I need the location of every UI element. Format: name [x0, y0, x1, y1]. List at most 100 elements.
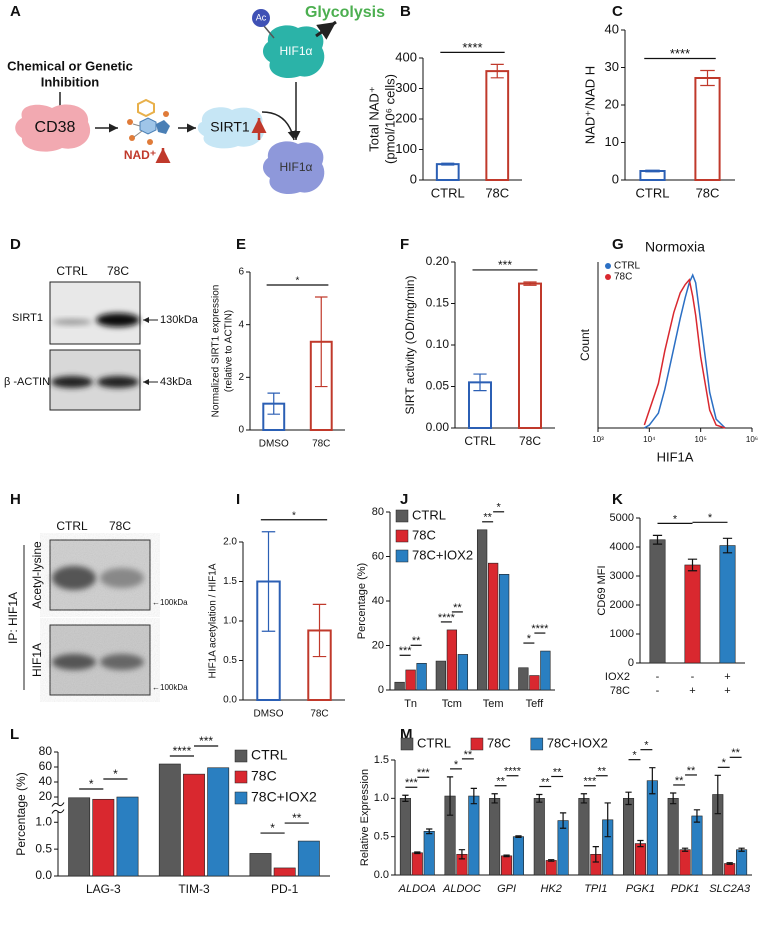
y-tick-label: 40 [372, 595, 384, 607]
x-tick-label: 78C [485, 185, 509, 200]
significance-label: ** [731, 747, 740, 759]
x-tick-label: SLC2A3 [709, 883, 751, 895]
y-axis-label: NAD⁺/NAD H [582, 66, 597, 144]
row-mark: - [691, 671, 695, 683]
y-tick-label: 0.5 [35, 841, 52, 855]
significance-label: **** [670, 46, 690, 61]
x-tick-label: LAG-3 [86, 882, 121, 896]
legend-label: CTRL [251, 747, 288, 763]
line-series [643, 273, 726, 429]
blot-band [100, 654, 144, 670]
hif1a-shape [263, 141, 325, 195]
error-bar [473, 373, 487, 392]
y-tick-label: 20 [372, 639, 384, 651]
bar [533, 798, 545, 876]
legend-label: 78C+IOX2 [251, 789, 317, 805]
significance-label: **** [462, 40, 482, 55]
bar [68, 797, 91, 877]
bar [518, 282, 542, 429]
row-mark: + [689, 685, 695, 697]
lane-label: CTRL [56, 519, 88, 533]
legend-swatch [234, 791, 248, 805]
legend-swatch [395, 549, 409, 563]
bar [646, 780, 658, 876]
y-tick-label: 40 [605, 21, 619, 36]
significance-label: * [708, 512, 713, 524]
x-tick-label: CTRL [636, 185, 670, 200]
x-tick-label: 78C [696, 185, 720, 200]
y-tick-label: 200 [395, 110, 417, 125]
blot-d: D CTRL 78C SIRT1 130kDa β -ACTIN 43kDa [4, 236, 199, 411]
bar [207, 767, 230, 877]
legend-label: 78C [614, 272, 632, 283]
error-bar [604, 802, 611, 838]
chart-title: Normoxia [645, 239, 705, 255]
y-tick-label: 5000 [610, 512, 634, 524]
significance-label: ** [675, 775, 684, 787]
y-axis-label: Count [578, 328, 592, 361]
bar [684, 564, 701, 664]
y-tick-label: 1.0 [35, 814, 52, 828]
error-bar [458, 849, 466, 860]
row-label: 78C [610, 685, 630, 697]
bar [435, 163, 460, 181]
blot-band [100, 568, 144, 588]
x-tick-label: DMSO [259, 439, 289, 450]
y-tick-label: 300 [395, 80, 417, 95]
y-tick-label: 6 [238, 267, 244, 278]
legend-label: CTRL [417, 735, 451, 750]
sirt1-shape [197, 107, 265, 149]
y-tick-label: 0 [410, 171, 417, 186]
y-tick-label: 0.5 [223, 655, 237, 666]
error-bar [446, 776, 454, 816]
y-tick-label: 20 [39, 789, 53, 803]
band-label: β -ACTIN [4, 376, 50, 388]
y-tick-label: 1.5 [223, 576, 237, 587]
panel-label: H [10, 491, 21, 508]
panel-label: A [10, 3, 21, 20]
diagram-text: Ac [256, 12, 267, 22]
x-tick-label: ALDOA [398, 883, 436, 895]
bar [158, 763, 181, 877]
panel-label: G [612, 236, 624, 253]
x-tick-label: TPI1 [584, 883, 607, 895]
ac-link [263, 25, 275, 39]
lane-label: 78C [109, 519, 131, 533]
y-tick-label: 100 [395, 141, 417, 156]
error-bar [645, 169, 660, 173]
diagram-text: NAD⁺ [124, 148, 156, 162]
legend-swatch [530, 737, 544, 751]
y-tick-label: 2 [238, 372, 244, 383]
panel-label: J [400, 491, 408, 508]
x-tick-label: Tn [404, 698, 417, 710]
y-tick-label: 0.15 [426, 296, 450, 310]
bar [92, 798, 115, 877]
x-tick-label: PDK1 [671, 883, 700, 895]
bar [435, 660, 447, 691]
y-axis-label: (pmol/10⁶ cells) [382, 74, 397, 164]
y-tick-label: 0 [378, 684, 384, 696]
significance-label: * [454, 759, 459, 771]
bar [529, 675, 540, 691]
bar [476, 529, 488, 691]
error-bar [536, 793, 543, 803]
bar [736, 849, 748, 876]
x-tick-label: 10⁴ [643, 435, 656, 444]
size-label: 43kDa [160, 376, 193, 388]
row-mark: - [656, 685, 660, 697]
significance-label: ** [464, 749, 473, 761]
y-axis-label: Percentage (%) [14, 772, 28, 855]
y-tick-label: 30 [605, 59, 619, 74]
bar [694, 77, 721, 181]
y-tick-label: 0 [628, 657, 634, 669]
panel-label: D [10, 236, 21, 253]
panel-label: K [612, 491, 623, 508]
x-tick-label: Tcm [442, 698, 462, 710]
x-tick-label: DMSO [254, 709, 284, 720]
y-tick-label: 1000 [610, 628, 634, 640]
significance-label: * [270, 821, 275, 835]
diagram-text: HIF1α [280, 44, 313, 58]
bar [485, 70, 510, 181]
diagram-a: A Chemical or Genetic Inhibition CD38 NA… [7, 3, 385, 195]
significance-label: * [673, 513, 678, 525]
